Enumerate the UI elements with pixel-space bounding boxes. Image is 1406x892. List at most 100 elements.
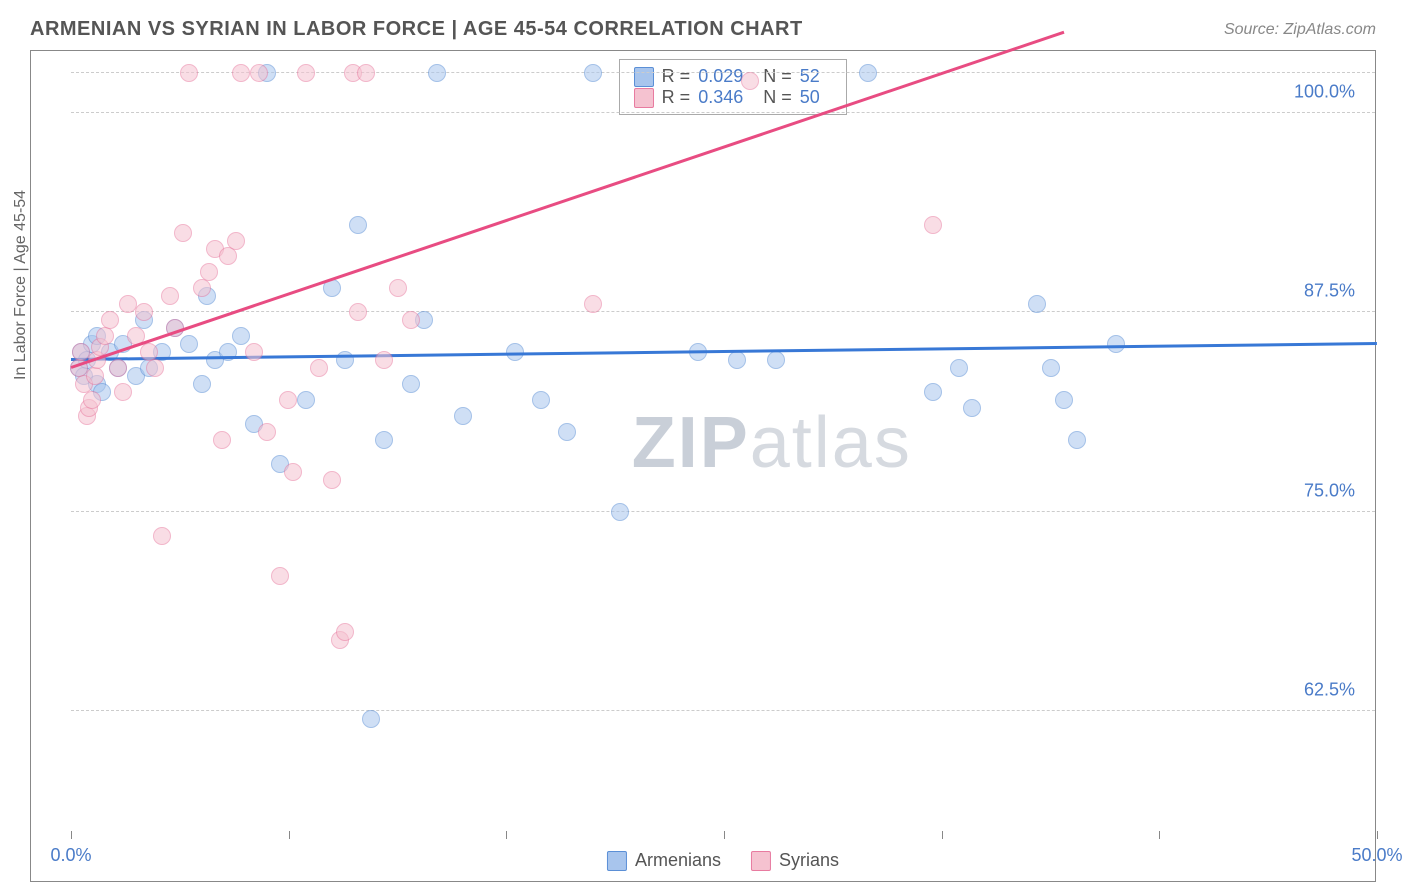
scatter-point [279,391,297,409]
scatter-point [428,64,446,82]
scatter-point [114,383,132,401]
x-tick [506,831,507,839]
scatter-point [232,64,250,82]
legend-label: Syrians [779,850,839,871]
scatter-point [284,463,302,481]
n-label: N = [763,66,792,87]
stats-legend-row: R = 0.029 N = 52 [634,66,832,87]
scatter-point [135,303,153,321]
scatter-point [1028,295,1046,313]
legend-swatch [607,851,627,871]
scatter-point [924,216,942,234]
x-tick [71,831,72,839]
scatter-point [174,224,192,242]
r-label: R = [662,87,691,108]
scatter-point [232,327,250,345]
legend-swatch [751,851,771,871]
scatter-point [963,399,981,417]
scatter-point [362,710,380,728]
n-value: 50 [800,87,820,108]
x-tick [724,831,725,839]
watermark-light: atlas [750,403,912,483]
scatter-point [153,527,171,545]
scatter-point [859,64,877,82]
watermark: ZIPatlas [632,402,912,484]
watermark-bold: ZIP [632,403,750,483]
r-value: 0.029 [698,66,743,87]
scatter-point [245,343,263,361]
scatter-point [83,391,101,409]
scatter-point [402,375,420,393]
scatter-point [180,64,198,82]
scatter-point [86,367,104,385]
scatter-point [258,423,276,441]
scatter-point [584,64,602,82]
scatter-point [109,359,127,377]
chart-title: ARMENIAN VS SYRIAN IN LABOR FORCE | AGE … [30,18,803,41]
scatter-point [584,295,602,313]
scatter-point [402,311,420,329]
scatter-point [767,351,785,369]
scatter-point [180,335,198,353]
n-value: 52 [800,66,820,87]
scatter-point [161,287,179,305]
stats-legend-row: R = 0.346 N = 50 [634,87,832,108]
scatter-point [323,471,341,489]
gridline-h [71,311,1375,312]
x-tick [1159,831,1160,839]
y-axis-label: In Labor Force | Age 45-54 [12,190,30,380]
plot-area: ZIPatlas R =0.029N =52R =0.346N =50 Arme… [71,51,1375,831]
scatter-point [193,279,211,297]
x-tick-label: 50.0% [1351,845,1402,866]
stats-legend: R = 0.029 N = 52 R = 0.346 N = 50 [619,59,847,115]
chart-container: In Labor Force | Age 45-54 ZIPatlas R =0… [30,50,1376,882]
x-tick-label: 0.0% [50,845,91,866]
scatter-point [1055,391,1073,409]
scatter-point [611,503,629,521]
scatter-point [532,391,550,409]
chart-header: ARMENIAN VS SYRIAN IN LABOR FORCE | AGE … [0,0,1406,51]
legend-item: Syrians [751,850,839,871]
y-tick-label: 75.0% [1304,480,1355,501]
scatter-point [924,383,942,401]
legend-swatch [634,88,654,108]
legend-item: Armenians [607,850,721,871]
scatter-point [1068,431,1086,449]
r-value: 0.346 [698,87,743,108]
scatter-point [297,391,315,409]
scatter-point [389,279,407,297]
scatter-point [297,64,315,82]
scatter-point [101,311,119,329]
scatter-point [357,64,375,82]
legend-swatch [634,67,654,87]
scatter-point [349,216,367,234]
y-tick-label: 62.5% [1304,680,1355,701]
scatter-point [336,623,354,641]
scatter-point [146,359,164,377]
x-tick [289,831,290,839]
scatter-point [310,359,328,377]
scatter-point [250,64,268,82]
scatter-point [349,303,367,321]
scatter-point [193,375,211,393]
gridline-h [71,112,1375,113]
series-legend: Armenians Syrians [607,850,839,871]
trend-line [71,342,1377,360]
n-label: N = [763,87,792,108]
r-label: R = [662,66,691,87]
y-tick-label: 87.5% [1304,281,1355,302]
legend-label: Armenians [635,850,721,871]
gridline-h [71,710,1375,711]
scatter-point [454,407,472,425]
x-tick [1377,831,1378,839]
scatter-point [1042,359,1060,377]
scatter-point [200,263,218,281]
scatter-point [96,327,114,345]
scatter-point [375,351,393,369]
scatter-point [741,72,759,90]
scatter-point [271,567,289,585]
scatter-point [219,247,237,265]
source-attribution: Source: ZipAtlas.com [1224,21,1376,39]
scatter-point [375,431,393,449]
scatter-point [558,423,576,441]
